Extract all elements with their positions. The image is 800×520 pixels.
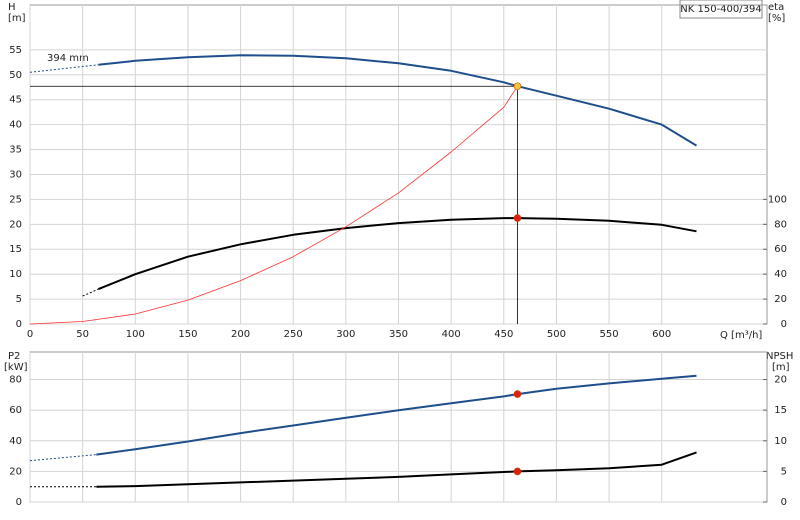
y2-tick-label: 20 [774, 375, 787, 386]
y-tick-label: 80 [9, 375, 22, 386]
y2-tick-label: 60 [774, 244, 787, 255]
y2-tick-label: 100 [768, 194, 787, 205]
y2-axis-unit: [m] [772, 362, 790, 373]
y2-tick-label: 10 [774, 436, 787, 447]
x-tick-label: 550 [600, 329, 619, 340]
x-tick-label: 300 [336, 329, 355, 340]
y-tick-label: 60 [9, 405, 22, 416]
y-axis-label: H [8, 2, 16, 13]
y2-tick-label: 0 [781, 497, 787, 508]
y-axis-label: P2 [8, 351, 20, 362]
y-tick-label: 25 [9, 194, 22, 205]
annotation: 394 mm [47, 53, 89, 64]
y2-axis-unit: [%] [768, 13, 785, 24]
operating-point [513, 467, 522, 476]
y-tick-label: 30 [9, 169, 22, 180]
x-tick-label: 150 [178, 329, 197, 340]
y-tick-label: 15 [9, 244, 22, 255]
x-tick-label: 450 [494, 329, 513, 340]
x-tick-label: 350 [389, 329, 408, 340]
chart-title: NK 150-400/394 [680, 4, 761, 15]
curve [29, 64, 99, 73]
y2-tick-label: 15 [774, 405, 787, 416]
operating-point [513, 82, 522, 91]
x-tick-label: 250 [284, 329, 303, 340]
x-tick-label: 100 [126, 329, 145, 340]
x-tick-label: 400 [442, 329, 461, 340]
y-tick-label: 50 [9, 70, 22, 81]
y-tick-label: 40 [9, 120, 22, 131]
x-tick-label: 500 [547, 329, 566, 340]
x-axis-label: Q [m³/h] [720, 330, 762, 341]
y-tick-label: 40 [9, 436, 22, 447]
y-axis-unit: [m] [8, 13, 26, 24]
curve [96, 374, 697, 456]
curve [98, 217, 697, 291]
y-tick-label: 20 [9, 219, 22, 230]
curve [96, 451, 697, 488]
operating-point [513, 390, 522, 398]
y-tick-label: 35 [9, 145, 22, 156]
x-tick-label: 600 [652, 329, 671, 340]
y2-tick-label: 20 [774, 294, 787, 305]
y-axis-unit: [kW] [4, 362, 28, 373]
y2-tick-label: 0 [781, 319, 787, 330]
x-tick-label: 200 [231, 329, 250, 340]
x-tick-label: 0 [27, 329, 33, 340]
y2-tick-label: 40 [774, 269, 787, 280]
curve [29, 454, 97, 462]
y-tick-label: 0 [16, 497, 22, 508]
y-tick-label: 0 [16, 319, 22, 330]
curve [29, 85, 518, 325]
y2-tick-label: 80 [774, 219, 787, 230]
y2-tick-label: 5 [781, 466, 787, 477]
y-tick-label: 45 [9, 95, 22, 106]
y2-axis-label: NPSH [766, 351, 793, 362]
operating-point [513, 214, 522, 222]
curve [82, 288, 99, 297]
y-tick-label: 5 [16, 294, 22, 305]
curve [98, 54, 698, 147]
x-tick-label: 50 [76, 329, 89, 340]
y2-axis-label: eta [768, 2, 784, 13]
y-tick-label: 20 [9, 466, 22, 477]
y-tick-label: 10 [9, 269, 22, 280]
y-tick-label: 55 [9, 45, 22, 56]
